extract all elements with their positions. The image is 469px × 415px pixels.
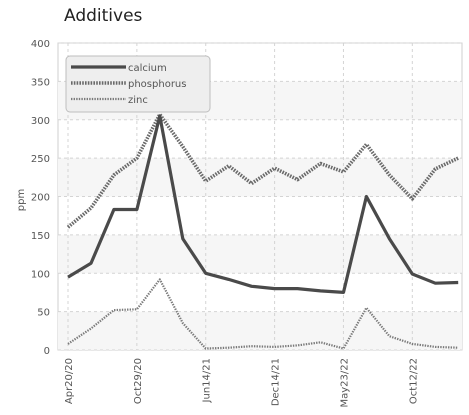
y-tick-label: 0 <box>44 346 50 357</box>
x-tick-label: Apr20/20 <box>64 358 75 404</box>
y-axis-ticks: 0 50 100 150 200 250 300 350 400 <box>31 39 50 357</box>
legend-label-phosphorus: phosphorus <box>128 79 186 90</box>
legend-label-zinc: zinc <box>128 95 148 106</box>
y-tick-label: 50 <box>37 308 50 319</box>
x-tick-label: Oct29/20 <box>133 358 144 404</box>
grid-band <box>58 311 462 350</box>
x-tick-label: Jun14/21 <box>202 358 213 403</box>
legend-box <box>65 55 211 113</box>
y-tick-label: 400 <box>31 39 50 50</box>
y-tick-label: 150 <box>31 231 50 242</box>
series-line-phosphorus <box>66 112 459 229</box>
x-tick-label: Oct12/22 <box>408 358 419 404</box>
x-tick-label: May23/22 <box>339 358 350 408</box>
legend: calcium phosphorus zinc <box>65 55 211 113</box>
x-tick-label: Dec14/21 <box>271 358 282 406</box>
series-line-zinc <box>67 278 459 350</box>
series-lines <box>66 112 459 350</box>
y-axis-label: ppm <box>16 189 27 211</box>
series-line-calcium <box>67 114 459 294</box>
grid-band <box>58 234 462 274</box>
grid-band <box>58 158 462 197</box>
x-axis-ticks: Apr20/20 Oct29/20 Jun14/21 Dec14/21 May23/22… <box>64 358 419 408</box>
y-tick-label: 100 <box>31 269 50 280</box>
y-tick-label: 350 <box>31 77 50 88</box>
y-tick-label: 300 <box>31 116 50 127</box>
chart-title: Additives <box>64 6 143 26</box>
y-tick-label: 200 <box>31 193 50 204</box>
legend-label-calcium: calcium <box>128 63 167 74</box>
y-tick-label: 250 <box>31 154 50 165</box>
